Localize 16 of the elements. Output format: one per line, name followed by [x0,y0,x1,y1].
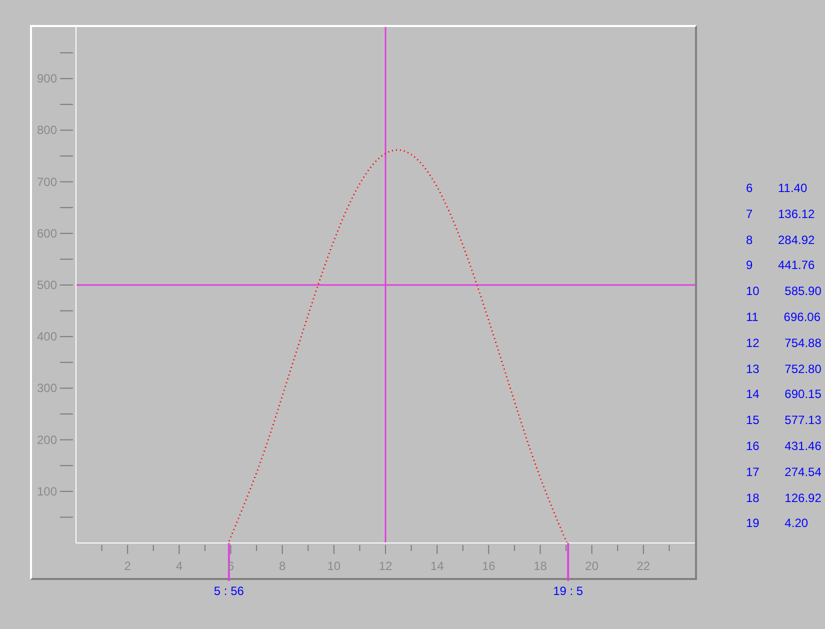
text: 16 431.46 [746,438,822,455]
text: 14 690.15 [746,386,822,404]
text: 10 585.90 [746,283,822,300]
text: 7 136.12 [746,206,816,223]
text: 11 696.06 [746,308,822,326]
text: 15 577.13 [746,412,822,430]
text: 18 126.92 [746,490,822,507]
annotation: 19 : 5 [553,584,584,598]
text: 6 11.40 [746,180,808,197]
text: 19 4.20 [746,515,810,532]
text: 17 274.54 [746,464,822,481]
text: 8 284.92 [746,232,816,249]
text: 12 754.88 [746,334,822,352]
text: 13 752.80 [746,360,822,378]
annotation: 5 : 56 [214,584,244,598]
text: 9 441.76 [746,257,816,274]
